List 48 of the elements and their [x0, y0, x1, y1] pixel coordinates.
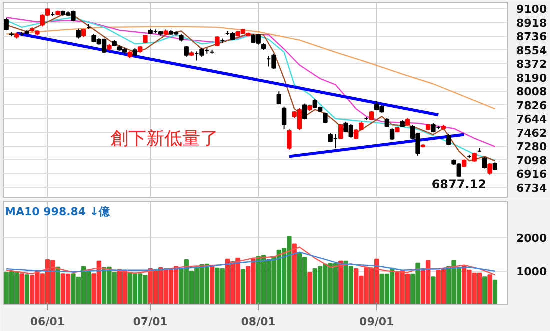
bar [24, 274, 30, 304]
line-series [6, 246, 496, 276]
candlestick [215, 36, 220, 47]
bar [210, 266, 215, 304]
bar [431, 276, 436, 304]
bar [482, 276, 488, 304]
x-tick-label: 08/01 [241, 316, 276, 328]
bar [492, 280, 498, 304]
line-series [6, 252, 496, 273]
candlestick [446, 134, 452, 146]
y-tick-label: 9100 [516, 3, 548, 16]
y-tick-label: 8190 [516, 72, 548, 85]
candlestick [390, 127, 395, 141]
line-series [6, 26, 496, 110]
bar [338, 260, 344, 304]
annotation: MA10 998.84 ↓億 [5, 206, 112, 219]
candlestick [76, 28, 81, 40]
y-tick-label: 8918 [516, 16, 548, 30]
annotation: 創下新低量了 [110, 128, 218, 150]
x-tick-label: 06/01 [30, 316, 66, 328]
y-tick-label: 7098 [516, 154, 548, 168]
candlestick [276, 91, 282, 106]
y-tick-label: 1000 [516, 266, 548, 279]
y-tick-label: 8372 [516, 58, 548, 72]
candlestick [302, 103, 308, 120]
bar [308, 272, 312, 304]
candlestick [287, 128, 292, 150]
bar [292, 244, 297, 304]
candlestick [338, 124, 344, 140]
y-tick-label: 7280 [516, 140, 548, 154]
y-tick-label: 8736 [516, 30, 548, 44]
bar [56, 266, 60, 304]
y-tick-label: 7644 [516, 113, 548, 126]
x-tick-label: 07/01 [133, 316, 168, 328]
y-tick-label: 6916 [516, 168, 548, 182]
candlestick [282, 106, 287, 130]
annotation: 6877.12 [432, 178, 486, 192]
y-tick-label: 8008 [516, 86, 548, 99]
y-tick-label: 7826 [516, 99, 548, 112]
x-tick-label: 09/01 [360, 316, 394, 328]
y-tick-label: 8554 [516, 44, 548, 58]
bar [240, 269, 246, 304]
y-tick-label: 6734 [516, 182, 548, 195]
bar [488, 274, 492, 304]
y-tick-label: 2000 [516, 232, 548, 246]
bar [20, 274, 24, 304]
candlestick [4, 18, 9, 31]
y-tick-label: 7462 [516, 126, 548, 140]
